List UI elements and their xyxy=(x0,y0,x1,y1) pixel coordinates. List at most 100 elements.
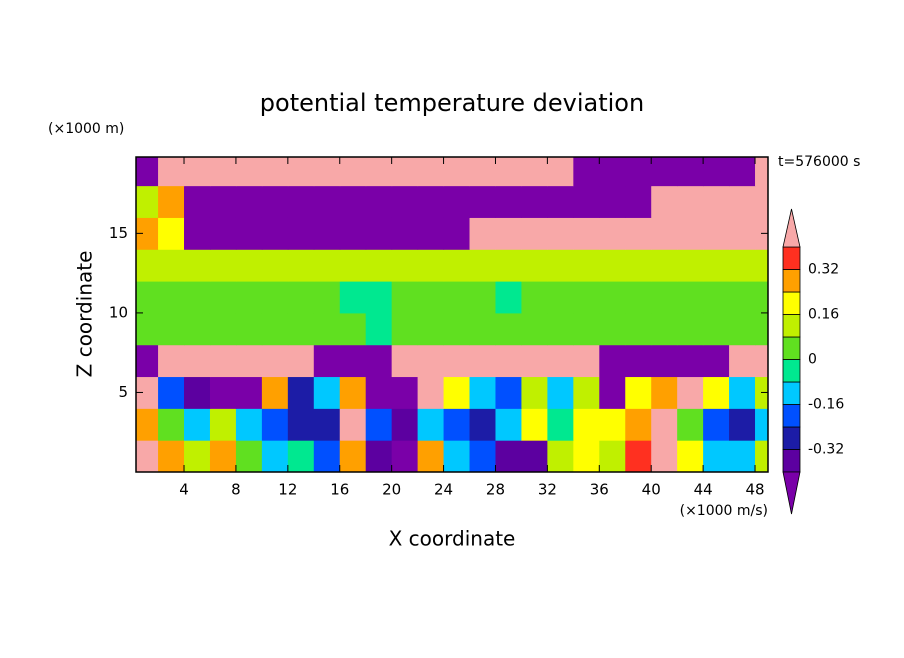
field-cell xyxy=(339,249,367,282)
field-cell xyxy=(495,281,522,314)
field-cell xyxy=(599,408,626,441)
field-cell xyxy=(287,249,315,282)
x-tick-label: 8 xyxy=(231,481,241,499)
colorbar-segment xyxy=(782,359,801,383)
field-cell xyxy=(495,157,522,187)
field-cell xyxy=(443,408,471,441)
x-tick-label: 36 xyxy=(590,481,609,499)
field-cell xyxy=(703,312,730,346)
field-cell xyxy=(261,185,289,218)
field-cell xyxy=(729,376,756,409)
field-cell xyxy=(469,217,496,250)
field-cell xyxy=(625,344,652,378)
field-cell xyxy=(339,344,367,378)
field-cell xyxy=(729,440,756,472)
field-cell xyxy=(184,408,211,441)
field-cell xyxy=(417,312,445,346)
field-cell xyxy=(365,376,393,409)
field-cell xyxy=(625,376,652,409)
field-cell xyxy=(703,376,730,409)
field-cell xyxy=(573,376,600,409)
colorbar-segment xyxy=(782,246,801,270)
field-cell xyxy=(495,440,522,472)
field-cell xyxy=(136,408,159,441)
field-cell xyxy=(287,376,315,409)
field-cell xyxy=(209,185,237,218)
field-cell xyxy=(287,408,315,441)
field-cell xyxy=(651,440,678,472)
field-cell xyxy=(313,217,341,250)
x-tick-label: 44 xyxy=(694,481,713,499)
field-cell xyxy=(417,344,445,378)
field-cell xyxy=(521,312,548,346)
colorbar-label: -0.32 xyxy=(808,442,844,458)
field-cell xyxy=(651,217,678,250)
field-cell xyxy=(521,440,548,472)
field-cell xyxy=(158,408,185,441)
field-cell xyxy=(573,217,600,250)
field-cell xyxy=(209,281,237,314)
field-cell xyxy=(677,376,704,409)
colorbar-segment xyxy=(782,426,801,450)
field-cell xyxy=(599,281,626,314)
field-cell xyxy=(651,157,678,187)
field-cell xyxy=(651,344,678,378)
field-cell xyxy=(417,440,445,472)
field-cell xyxy=(729,312,756,346)
y-tick-label: 15 xyxy=(109,224,128,242)
field-cell xyxy=(443,185,471,218)
field-cell xyxy=(136,344,159,378)
field-cell xyxy=(521,281,548,314)
field-cell xyxy=(703,157,730,187)
field-cell xyxy=(235,408,263,441)
field-cell xyxy=(235,376,263,409)
field-cell xyxy=(651,249,678,282)
field-cell xyxy=(391,376,419,409)
field-cell xyxy=(235,217,263,250)
field-cell xyxy=(184,281,211,314)
field-cell xyxy=(184,376,211,409)
field-cell xyxy=(184,440,211,472)
field-cell xyxy=(599,440,626,472)
field-cell xyxy=(729,249,756,282)
field-cell xyxy=(469,440,496,472)
field-cell xyxy=(677,312,704,346)
field-cell xyxy=(677,344,704,378)
x-tick-label: 32 xyxy=(538,481,557,499)
field-cell xyxy=(365,281,393,314)
field-cell xyxy=(313,408,341,441)
field-cell xyxy=(158,249,185,282)
field-cell xyxy=(313,344,341,378)
field-cell xyxy=(391,157,419,187)
field-cell xyxy=(547,312,574,346)
chart-title: potential temperature deviation xyxy=(260,89,644,117)
field-cell xyxy=(136,376,159,409)
field-cell xyxy=(703,408,730,441)
field-cell xyxy=(235,312,263,346)
field-cell xyxy=(287,344,315,378)
field-cell xyxy=(625,312,652,346)
field-cell xyxy=(391,440,419,472)
field-cell xyxy=(313,249,341,282)
field-cell xyxy=(184,249,211,282)
field-cell xyxy=(469,281,496,314)
x-tick-label: 20 xyxy=(382,481,401,499)
field-cell xyxy=(443,157,471,187)
field-cell xyxy=(261,157,289,187)
field-cell xyxy=(495,408,522,441)
field-cell xyxy=(443,281,471,314)
field-cell xyxy=(261,408,289,441)
field-cell xyxy=(391,408,419,441)
field-cell xyxy=(573,440,600,472)
field-cell xyxy=(391,249,419,282)
field-cell xyxy=(625,157,652,187)
x-unit: (×1000 m/s) xyxy=(680,503,768,519)
field-cell xyxy=(417,157,445,187)
field-cell xyxy=(469,344,496,378)
field-cell xyxy=(158,376,185,409)
x-tick-label: 48 xyxy=(745,481,764,499)
field-cell xyxy=(391,185,419,218)
field-cell xyxy=(287,185,315,218)
field-cell xyxy=(703,217,730,250)
field-cell xyxy=(313,312,341,346)
